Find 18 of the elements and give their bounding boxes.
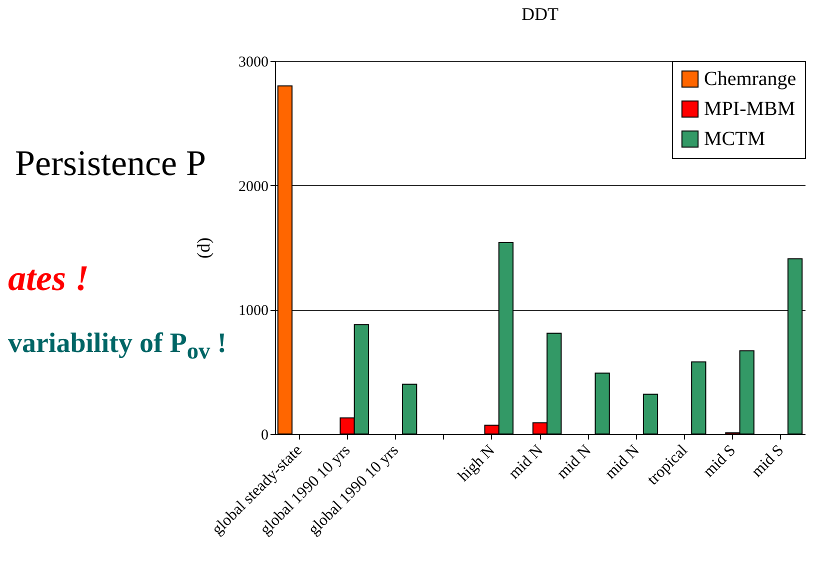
y-tick-label: 2000 xyxy=(238,178,268,195)
chart-title: DDT xyxy=(522,4,558,24)
y-tick-label: 0 xyxy=(261,428,268,444)
x-tick-label: mid N xyxy=(506,442,547,482)
x-tick-label: mid N xyxy=(554,442,595,482)
y-axis-title: (d) xyxy=(194,238,214,258)
legend-label: MCTM xyxy=(704,128,766,150)
x-tick-label: high N xyxy=(455,442,498,485)
x-tick-label: mid S xyxy=(748,442,788,481)
legend-label: MPI-MBM xyxy=(704,98,796,120)
text: Persistence P xyxy=(15,143,206,183)
y-tick-label: 3000 xyxy=(238,54,268,70)
text: ates ! xyxy=(8,258,89,298)
x-tick-label: mid N xyxy=(602,442,644,482)
y-tick-label: 1000 xyxy=(238,303,268,320)
x-tick-label: mid S xyxy=(700,442,740,481)
text: variability of P$_{ov}$ ! xyxy=(8,328,227,365)
legend-label: Chemrange xyxy=(704,68,796,90)
